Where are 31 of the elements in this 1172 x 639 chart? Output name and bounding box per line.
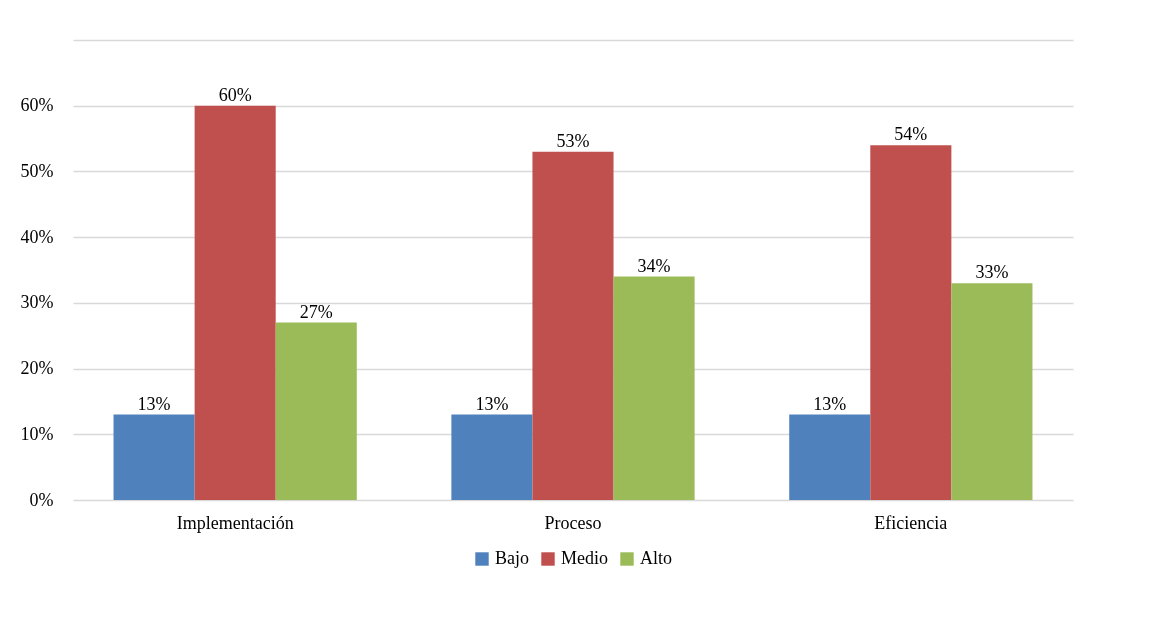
data-label: 34% xyxy=(637,255,671,276)
bar xyxy=(113,414,195,500)
data-label: 60% xyxy=(218,84,252,105)
x-tick-label: Implementación xyxy=(176,512,294,533)
data-label: 53% xyxy=(556,130,590,151)
y-tick-label: 0% xyxy=(29,489,54,510)
data-label: 13% xyxy=(813,393,847,414)
bar xyxy=(613,276,695,500)
legend-label: Alto xyxy=(640,548,673,568)
bar xyxy=(532,151,614,500)
legend-label: Bajo xyxy=(495,548,529,568)
data-label: 27% xyxy=(299,301,333,322)
x-tick-label: Proceso xyxy=(544,512,602,533)
bar xyxy=(275,322,357,500)
data-label: 54% xyxy=(894,124,928,145)
y-tick-label: 60% xyxy=(20,95,54,116)
y-tick-label: 50% xyxy=(20,160,54,181)
bar xyxy=(194,105,276,500)
x-tick-label: Eficiencia xyxy=(874,512,948,533)
bar xyxy=(951,283,1033,500)
data-label: 33% xyxy=(975,262,1009,283)
y-tick-label: 20% xyxy=(20,358,54,379)
bar xyxy=(451,414,533,500)
legend-label: Medio xyxy=(561,548,608,568)
bar xyxy=(870,145,952,500)
bar xyxy=(789,414,871,500)
data-label: 13% xyxy=(475,393,509,414)
y-tick-label: 10% xyxy=(20,423,54,444)
data-label: 13% xyxy=(137,393,171,414)
y-tick-label: 30% xyxy=(20,292,54,313)
y-tick-label: 40% xyxy=(20,226,54,247)
